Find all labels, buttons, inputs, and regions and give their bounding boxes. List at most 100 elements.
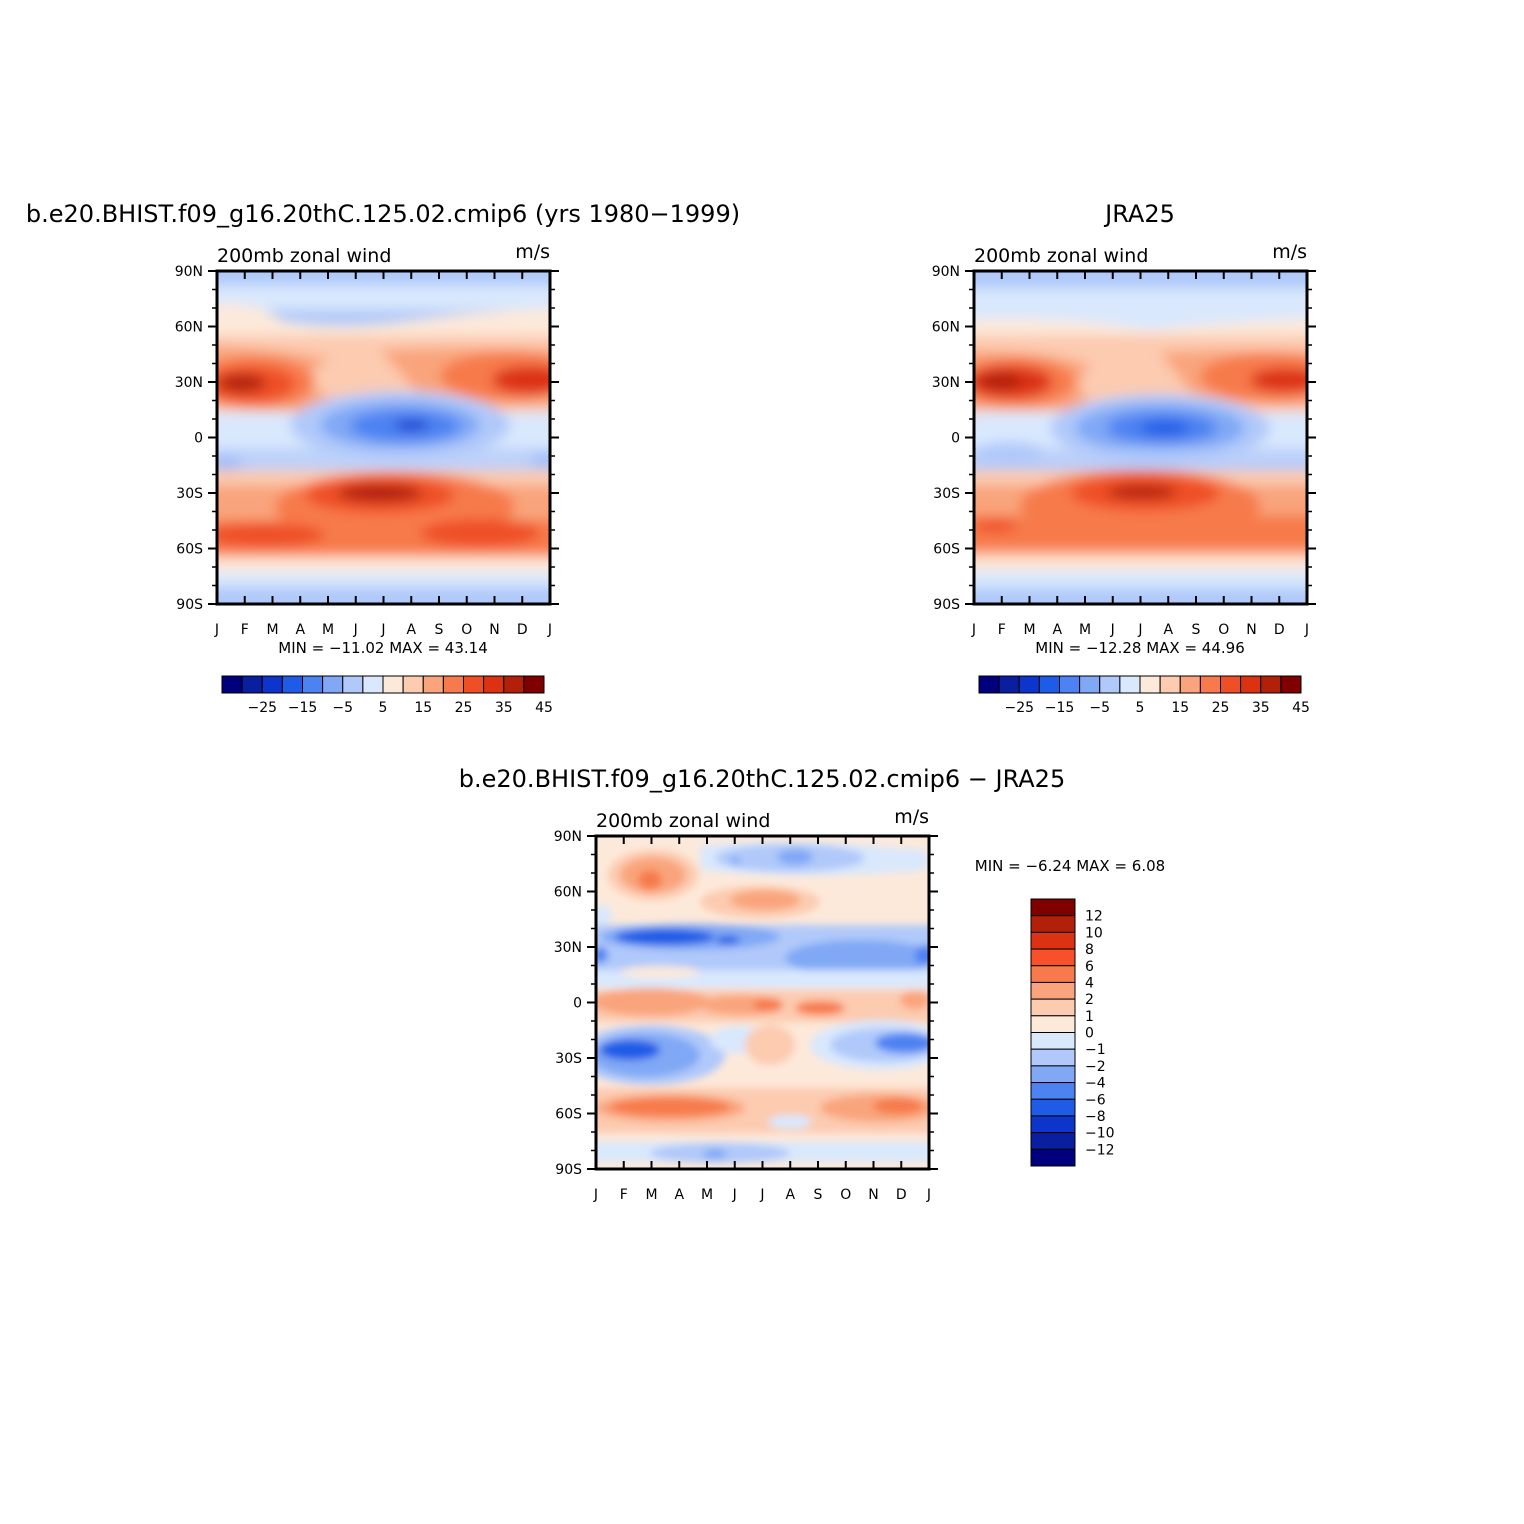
colorbar-label: 5 xyxy=(379,700,388,716)
colorbar-box xyxy=(1030,1115,1076,1134)
x-tick-label: S xyxy=(814,1187,823,1203)
colorbar-label: 5 xyxy=(1136,700,1145,716)
x-tick-label: M xyxy=(1079,622,1091,638)
y-tick-label: 60S xyxy=(176,542,203,558)
colorbar-box xyxy=(1030,898,1076,917)
x-tick-label: J xyxy=(593,1187,598,1203)
colorbar-label: 45 xyxy=(535,700,553,716)
heatmap-field xyxy=(217,271,550,604)
x-tick-label: J xyxy=(1137,622,1142,638)
colorbar-label: 2 xyxy=(1085,992,1094,1008)
panel-title: b.e20.BHIST.f09_g16.20thC.125.02.cmip6 −… xyxy=(459,765,1065,793)
colorbar: −25 −15 −5 5 15 25 35 45 xyxy=(978,675,1310,716)
x-tick-label: S xyxy=(435,622,444,638)
colorbar-box xyxy=(402,675,424,694)
x-tick-label: A xyxy=(674,1187,684,1203)
y-tick-label: 90N xyxy=(554,829,582,845)
colorbar-box xyxy=(1030,1148,1076,1167)
colorbar-label: 25 xyxy=(1212,700,1230,716)
colorbar-box xyxy=(1240,675,1262,694)
colorbar-box xyxy=(1030,1032,1076,1050)
x-tick-label: F xyxy=(241,622,249,638)
heatmap-field xyxy=(596,836,929,1169)
colorbar-box xyxy=(978,675,1000,694)
x-tick-label: D xyxy=(896,1187,907,1203)
colorbar-box xyxy=(1030,915,1076,933)
panel-difference: b.e20.BHIST.f09_g16.20thC.125.02.cmip6 −… xyxy=(459,765,1165,1203)
min-max-label: MIN = −11.02 MAX = 43.14 xyxy=(278,639,488,657)
x-tick-label: M xyxy=(645,1187,657,1203)
colorbar-label: 10 xyxy=(1085,925,1103,941)
colorbar-label: −15 xyxy=(1045,700,1075,716)
colorbar-label: 6 xyxy=(1085,959,1094,975)
colorbar-box xyxy=(281,675,303,694)
colorbar-box xyxy=(1030,1098,1076,1117)
colorbar-box xyxy=(1030,1048,1076,1067)
y-tick-label: 60N xyxy=(554,885,582,901)
colorbar-label: 25 xyxy=(455,700,473,716)
y-tick-label: 30S xyxy=(555,1051,582,1067)
colorbar-box xyxy=(483,675,505,694)
x-tick-label: J xyxy=(547,622,552,638)
y-tick-label: 0 xyxy=(951,431,960,447)
colorbar-box xyxy=(1030,1065,1076,1084)
colorbar-label: −15 xyxy=(288,700,318,716)
colorbar-box xyxy=(1030,1015,1076,1033)
colorbar-box xyxy=(1099,675,1121,694)
colorbar-label: 12 xyxy=(1085,909,1103,925)
colorbar-box xyxy=(221,675,243,694)
colorbar-box xyxy=(523,675,545,694)
y-tick-label: 60N xyxy=(175,320,203,336)
y-tick-label: 90S xyxy=(176,597,203,613)
colorbar-box xyxy=(1038,675,1060,694)
x-tick-label: J xyxy=(971,622,976,638)
colorbar-box xyxy=(261,675,283,694)
colorbar-box xyxy=(1030,948,1076,967)
colorbar: −25 −15 −5 5 15 25 35 45 xyxy=(221,675,553,716)
x-tick-label: D xyxy=(517,622,528,638)
min-max-label: MIN = −6.24 MAX = 6.08 xyxy=(975,857,1165,875)
panel-model: b.e20.BHIST.f09_g16.20thC.125.02.cmip6 (… xyxy=(26,200,740,716)
x-tick-label: A xyxy=(295,622,305,638)
y-tick-label: 0 xyxy=(194,431,203,447)
colorbar-label: 35 xyxy=(495,700,513,716)
colorbar-label: −4 xyxy=(1085,1076,1106,1092)
colorbar-box xyxy=(442,675,464,694)
y-tick-label: 90S xyxy=(555,1162,582,1178)
colorbar-label: −5 xyxy=(1089,700,1110,716)
y-tick-label: 60N xyxy=(932,320,960,336)
x-tick-label: N xyxy=(1246,622,1256,638)
x-tick-label: O xyxy=(461,622,472,638)
colorbar-box xyxy=(1030,998,1076,1017)
colorbar-label: −12 xyxy=(1085,1142,1115,1158)
colorbar-box xyxy=(1030,965,1076,983)
colorbar-label: 4 xyxy=(1085,975,1094,991)
x-tick-label: F xyxy=(620,1187,628,1203)
subtitle-right: m/s xyxy=(1272,241,1307,263)
colorbar-label: −8 xyxy=(1085,1109,1106,1125)
x-tick-label: J xyxy=(732,1187,737,1203)
colorbar-box xyxy=(1119,675,1141,694)
colorbar-label: 15 xyxy=(1171,700,1189,716)
colorbar-label: −10 xyxy=(1085,1126,1115,1142)
x-tick-label: F xyxy=(998,622,1006,638)
colorbar-box xyxy=(998,675,1020,694)
colorbar-box xyxy=(1199,675,1221,694)
axes: J F M A M J J A S O N D J 90N 60N 30N 0 30S 60S 90S xyxy=(932,264,1316,638)
subtitle-left: 200mb zonal wind xyxy=(974,245,1148,267)
colorbar-label: −25 xyxy=(1004,700,1034,716)
x-tick-label: J xyxy=(380,622,385,638)
colorbar-box xyxy=(1030,931,1076,950)
colorbar-box xyxy=(302,675,324,694)
y-tick-label: 90S xyxy=(933,597,960,613)
x-tick-label: N xyxy=(868,1187,878,1203)
y-tick-label: 30S xyxy=(933,486,960,502)
colorbar-box xyxy=(1059,675,1081,694)
panel-title: JRA25 xyxy=(1103,200,1175,228)
x-tick-label: A xyxy=(406,622,416,638)
x-tick-label: A xyxy=(785,1187,795,1203)
x-tick-label: O xyxy=(1218,622,1229,638)
y-tick-label: 30S xyxy=(176,486,203,502)
